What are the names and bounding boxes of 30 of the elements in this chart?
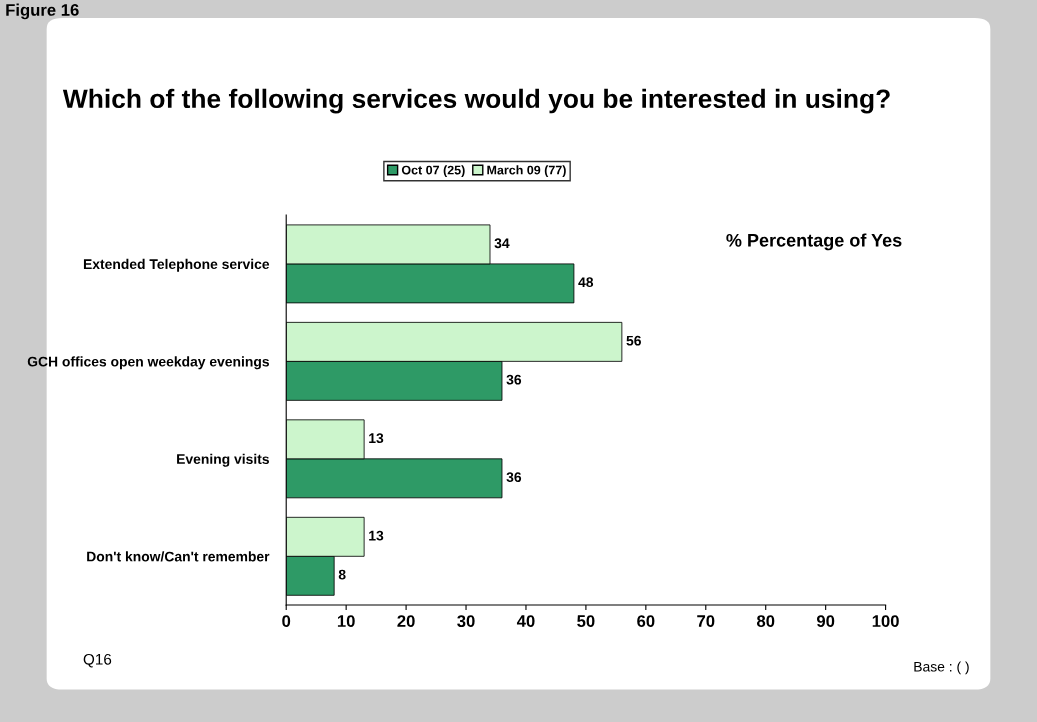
- data-label: 56: [626, 335, 641, 346]
- text: Q16: [83, 653, 112, 668]
- text: Base : ( ): [914, 661, 969, 675]
- data-label: 13: [369, 530, 384, 541]
- x-tick-label: 60: [637, 615, 655, 627]
- data-label: 48: [578, 277, 594, 288]
- data-label: 8: [338, 569, 346, 580]
- y-tick-label: Extended Telephone service: [83, 258, 270, 272]
- x-tick-label: 30: [457, 615, 475, 628]
- y-tick-label: Don't know/Can't remember: [87, 551, 270, 562]
- x-tick-label: 90: [816, 615, 835, 627]
- x-tick-label: 40: [516, 615, 535, 627]
- x-tick-label: 20: [397, 615, 415, 627]
- data-label: 13: [369, 433, 384, 444]
- y-tick-label: GCH offices open weekday evenings: [27, 356, 269, 370]
- annotation: % Percentage of Yes: [726, 233, 902, 251]
- x-tick-label: 70: [697, 615, 715, 627]
- x-tick-label: 80: [756, 615, 775, 627]
- data-label: 36: [506, 472, 522, 483]
- legend-label: Oct 07 (25): [401, 165, 465, 177]
- x-tick-label: 100: [872, 615, 899, 627]
- legend-label: March 09 (77): [487, 165, 566, 177]
- caption: Figure 16: [6, 3, 79, 20]
- x-tick-label: 50: [577, 615, 595, 627]
- data-label: 34: [494, 238, 510, 249]
- chart-title: Which of the following services would you be interested in using?: [62, 88, 890, 114]
- x-tick-label: 0: [282, 615, 291, 627]
- y-tick-label: Evening visits: [177, 453, 269, 467]
- data-label: 36: [506, 374, 522, 385]
- x-tick-label: 10: [337, 615, 355, 627]
